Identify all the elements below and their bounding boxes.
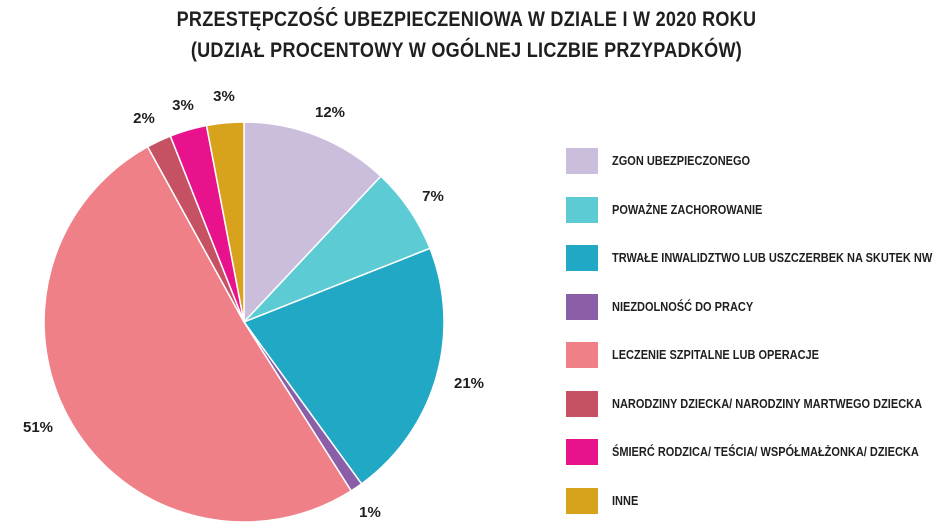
chart-title-line2: (UDZIAŁ PROCENTOWY W OGÓLNEJ LICZBIE PRZ… — [190, 39, 743, 62]
legend-label: INNE — [612, 493, 639, 508]
legend-label: NARODZINY DZIECKA/ NARODZINY MARTWEGO DZ… — [612, 396, 923, 411]
slice-percent-label: 1% — [359, 504, 381, 521]
slice-percent-label: 51% — [23, 419, 53, 436]
legend-label: ZGON UBEZPIECZONEGO — [612, 154, 751, 169]
chart-title: PRZESTĘPCZOŚĆ UBEZPIECZENIOWA W DZIALE I… — [59, 4, 874, 66]
pie-slice — [242, 247, 445, 485]
legend-swatch — [566, 245, 598, 272]
legend: ZGON UBEZPIECZONEGO POWAŻNE ZACHOROWANIE T… — [566, 137, 941, 525]
legend-label: POWAŻNE ZACHOROWANIE — [612, 202, 763, 217]
slice-percent-label: 2% — [133, 110, 155, 127]
pie-slice — [43, 145, 353, 523]
legend-swatch — [566, 196, 598, 223]
legend-swatch — [566, 293, 598, 320]
legend-item: NARODZINY DZIECKA/ NARODZINY MARTWEGO DZ… — [566, 380, 941, 429]
legend-swatch — [566, 390, 598, 417]
slice-percent-label: 3% — [172, 97, 194, 114]
legend-item: LECZENIE SZPITALNE LUB OPERACJE — [566, 331, 941, 380]
legend-item: TRWAŁE INWALIDZTWO LUB USZCZERBEK NA SKU… — [566, 234, 941, 283]
chart-title-line1: PRZESTĘPCZOŚĆ UBEZPIECZENIOWA W DZIALE I… — [176, 8, 757, 31]
legend-item: INNE — [566, 477, 941, 526]
slice-percent-label: 21% — [454, 375, 484, 392]
pie-slice — [205, 121, 245, 323]
legend-label: NIEZDOLNOŚĆ DO PRACY — [612, 299, 754, 314]
legend-item: ŚMIERĆ RODZICA/ TEŚCIA/ WSPÓŁMAŁŻONKA/ D… — [566, 428, 941, 477]
legend-swatch — [566, 148, 598, 175]
legend-label: LECZENIE SZPITALNE LUB OPERACJE — [612, 348, 819, 363]
pie-slice — [243, 121, 382, 324]
legend-label: TRWAŁE INWALIDZTWO LUB USZCZERBEK NA SKU… — [612, 251, 933, 266]
legend-item: ZGON UBEZPIECZONEGO — [566, 137, 941, 186]
slice-percent-label: 12% — [315, 104, 345, 121]
legend-item: POWAŻNE ZACHOROWANIE — [566, 186, 941, 235]
slice-percent-label: 3% — [213, 88, 235, 105]
legend-swatch — [566, 439, 598, 466]
legend-item: NIEZDOLNOŚĆ DO PRACY — [566, 283, 941, 332]
legend-swatch — [566, 342, 598, 369]
legend-label: ŚMIERĆ RODZICA/ TEŚCIA/ WSPÓŁMAŁŻONKA/ D… — [612, 445, 919, 460]
slice-percent-label: 7% — [422, 188, 444, 205]
legend-swatch — [566, 487, 598, 514]
